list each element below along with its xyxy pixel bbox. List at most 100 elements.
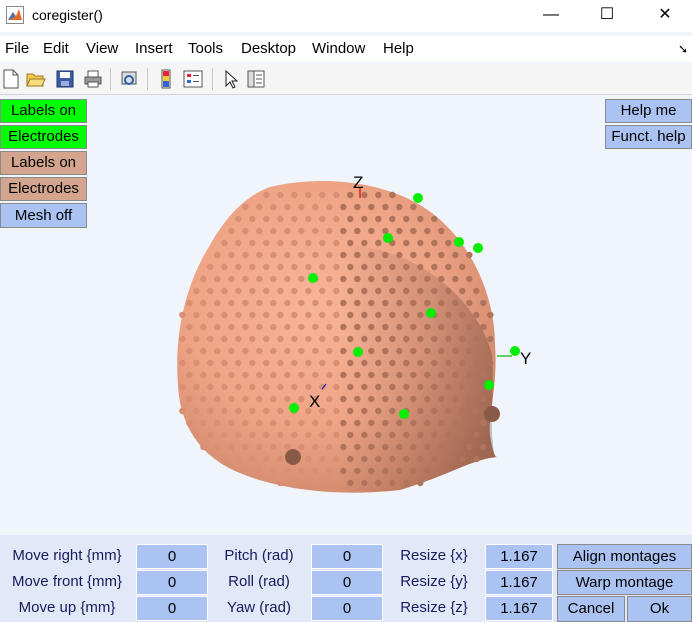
mesh-vertex-dot bbox=[291, 191, 298, 199]
mesh-vertex-dot bbox=[228, 299, 235, 307]
resize-y-label: Resize {y} bbox=[400, 573, 468, 590]
electrode[interactable] bbox=[426, 308, 436, 318]
head-3d-view[interactable]: Z Y X bbox=[0, 95, 692, 535]
menu-desktop[interactable]: Desktop bbox=[241, 40, 297, 57]
resize-x-input[interactable]: 1.167 bbox=[485, 544, 553, 569]
save-icon[interactable] bbox=[55, 69, 75, 89]
mesh-vertex-dot bbox=[305, 215, 312, 223]
resize-y-input[interactable]: 1.167 bbox=[485, 570, 553, 595]
mesh-vertex-dot bbox=[424, 467, 431, 475]
print-preview-icon[interactable] bbox=[119, 69, 139, 89]
mesh-vertex-dot bbox=[438, 227, 445, 235]
mesh-vertex-dot bbox=[410, 371, 417, 379]
maximize-button[interactable]: ☐ bbox=[599, 6, 615, 23]
mesh-vertex-dot bbox=[340, 251, 347, 259]
mesh-vertex-dot bbox=[298, 467, 305, 475]
help-me-button[interactable]: Help me bbox=[605, 99, 692, 123]
ok-button[interactable]: Ok bbox=[627, 596, 692, 622]
mesh-vertex-dot bbox=[354, 395, 361, 403]
print-icon[interactable] bbox=[83, 69, 103, 89]
cancel-button[interactable]: Cancel bbox=[557, 596, 625, 622]
mesh-vertex-dot bbox=[319, 311, 326, 319]
mesh-vertex-dot bbox=[256, 299, 263, 307]
mesh-vertex-dot bbox=[459, 263, 466, 271]
electrode[interactable] bbox=[383, 233, 393, 243]
open-folder-icon[interactable] bbox=[26, 69, 46, 89]
move-front-input[interactable]: 0 bbox=[136, 570, 208, 595]
labels-on-tan-button[interactable]: Labels on bbox=[0, 151, 87, 175]
dock-arrow-icon[interactable]: ➘ bbox=[677, 42, 688, 56]
property-inspector-icon[interactable] bbox=[246, 69, 266, 89]
mesh-vertex-dot bbox=[256, 227, 263, 235]
menu-file[interactable]: File bbox=[5, 40, 30, 57]
mesh-vertex-dot bbox=[193, 383, 200, 391]
align-montages-button[interactable]: Align montages bbox=[557, 544, 692, 569]
mesh-vertex-dot bbox=[305, 383, 312, 391]
electrode[interactable] bbox=[308, 273, 318, 283]
mesh-vertex-dot bbox=[452, 251, 459, 259]
mesh-vertex-dot bbox=[459, 311, 466, 319]
mesh-vertex-dot bbox=[291, 479, 298, 487]
mesh-vertex-dot bbox=[228, 227, 235, 235]
mesh-vertex-dot bbox=[256, 323, 263, 331]
mesh-vertex-dot bbox=[410, 227, 417, 235]
pitch-input[interactable]: 0 bbox=[311, 544, 383, 569]
mesh-vertex-dot bbox=[452, 419, 459, 427]
electrode[interactable] bbox=[473, 243, 483, 253]
mesh-vertex-dot bbox=[396, 275, 403, 283]
mesh-vertex-dot bbox=[291, 359, 298, 367]
mesh-vertex-dot bbox=[410, 251, 417, 259]
menu-insert[interactable]: Insert bbox=[135, 40, 173, 57]
colorbar-icon[interactable] bbox=[156, 69, 176, 89]
electrode[interactable] bbox=[289, 403, 299, 413]
mesh-vertex-dot bbox=[298, 227, 305, 235]
mesh-vertex-dot bbox=[312, 395, 319, 403]
mesh-off-button[interactable]: Mesh off bbox=[0, 203, 87, 228]
electrode[interactable] bbox=[510, 346, 520, 356]
move-right-input[interactable]: 0 bbox=[136, 544, 208, 569]
mesh-vertex-dot bbox=[445, 431, 452, 439]
warp-montage-button[interactable]: Warp montage bbox=[557, 570, 692, 595]
electrodes-tan-button[interactable]: Electrodes bbox=[0, 177, 87, 201]
mesh-vertex-dot bbox=[263, 215, 270, 223]
legend-icon[interactable] bbox=[183, 69, 203, 89]
mesh-vertex-dot bbox=[452, 395, 459, 403]
mesh-vertex-dot bbox=[375, 191, 382, 199]
toolbar-separator bbox=[147, 68, 148, 90]
menu-help[interactable]: Help bbox=[383, 40, 414, 57]
electrode[interactable] bbox=[484, 380, 494, 390]
mesh-vertex-dot bbox=[424, 395, 431, 403]
move-up-input[interactable]: 0 bbox=[136, 596, 208, 621]
menu-edit[interactable]: Edit bbox=[43, 40, 69, 57]
axes-area[interactable]: Z Y X bbox=[0, 95, 692, 535]
mesh-vertex-dot bbox=[186, 419, 193, 427]
funct-help-button[interactable]: Funct. help bbox=[605, 125, 692, 149]
mesh-vertex-dot bbox=[312, 227, 319, 235]
resize-z-input[interactable]: 1.167 bbox=[485, 596, 553, 621]
mesh-vertex-dot bbox=[473, 383, 480, 391]
mesh-vertex-dot bbox=[298, 275, 305, 283]
roll-input[interactable]: 0 bbox=[311, 570, 383, 595]
new-file-icon[interactable] bbox=[1, 69, 21, 89]
close-button[interactable]: ✕ bbox=[658, 6, 672, 23]
mesh-vertex-dot bbox=[326, 347, 333, 355]
electrode[interactable] bbox=[454, 237, 464, 247]
menu-tools[interactable]: Tools bbox=[188, 40, 224, 57]
mesh-vertex-dot bbox=[361, 311, 368, 319]
mesh-vertex-dot bbox=[368, 227, 375, 235]
mesh-vertex-dot bbox=[410, 299, 417, 307]
minimize-button[interactable]: — bbox=[543, 6, 559, 23]
yaw-input[interactable]: 0 bbox=[311, 596, 383, 621]
menu-window[interactable]: Window bbox=[312, 40, 366, 57]
menu-view[interactable]: View bbox=[86, 40, 119, 57]
electrode[interactable] bbox=[353, 347, 363, 357]
electrode[interactable] bbox=[399, 409, 409, 419]
pointer-icon[interactable] bbox=[221, 69, 241, 89]
labels-on-button[interactable]: Labels on bbox=[0, 99, 87, 123]
mesh-vertex-dot bbox=[284, 347, 291, 355]
mesh-vertex-dot bbox=[382, 299, 389, 307]
electrodes-button[interactable]: Electrodes bbox=[0, 125, 87, 149]
mesh-vertex-dot bbox=[389, 287, 396, 295]
electrode[interactable] bbox=[413, 193, 423, 203]
mesh-vertex-dot bbox=[305, 311, 312, 319]
